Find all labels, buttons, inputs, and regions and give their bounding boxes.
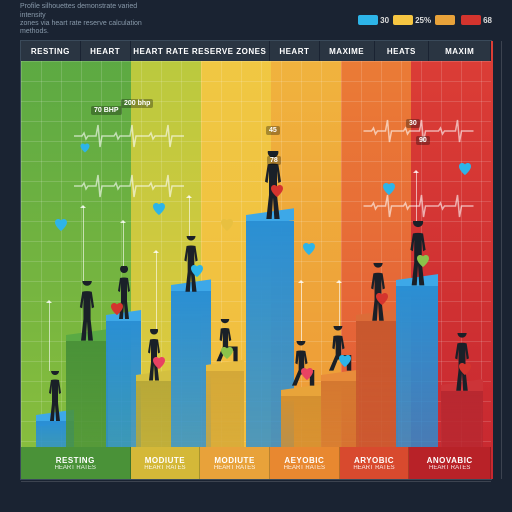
- arrow-up: [83, 206, 84, 281]
- pedestal: [171, 291, 211, 449]
- top-labels-row: RESTINGHEARTHEART RATE RESERVE ZONESHEAR…: [21, 41, 491, 61]
- chart-area: RESTINGHEARTHEART RATE RESERVE ZONESHEAR…: [20, 40, 492, 480]
- heart-icon: [381, 181, 397, 197]
- arrow-up: [156, 251, 157, 329]
- legend: 30 25% 68: [358, 15, 492, 25]
- value-label: 90: [416, 136, 430, 145]
- heart-icon: [219, 345, 235, 361]
- legend-swatch: [393, 15, 413, 25]
- value-label: 78: [267, 156, 281, 165]
- top-label: MAXIME: [320, 41, 375, 61]
- value-label: 30: [406, 119, 420, 128]
- legend-label: 25%: [415, 16, 431, 25]
- bottom-label: AEYOBICHEART RATES: [270, 447, 340, 479]
- heart-icon: [151, 201, 167, 217]
- heart-icon: [374, 291, 390, 307]
- header-subtitle: Profile silhouettes demonstrate varied i…: [20, 3, 160, 37]
- arrow-up: [49, 301, 50, 371]
- pedestal: [281, 396, 321, 449]
- person-silhouette: [69, 281, 105, 343]
- heart-icon: [337, 353, 353, 369]
- person-silhouette: [39, 371, 71, 423]
- ecg-wave: [351, 191, 486, 221]
- value-label: 70 BHP: [91, 106, 122, 115]
- pedestal: [321, 381, 359, 449]
- legend-label: 30: [380, 16, 389, 25]
- heart-icon: [79, 141, 91, 153]
- arrow-up: [123, 221, 124, 269]
- heart-icon: [151, 355, 167, 371]
- heart-icon: [189, 263, 205, 279]
- top-label: HEART: [270, 41, 320, 61]
- value-label: 200 bhp: [121, 99, 153, 108]
- legend-swatch: [358, 15, 378, 25]
- pedestal: [136, 381, 171, 449]
- top-label: HEART: [81, 41, 131, 61]
- arrow-up: [339, 281, 340, 329]
- subtitle-line: Profile silhouettes demonstrate varied i…: [20, 3, 160, 20]
- bottom-label: ARYOBICHEART RATES: [340, 447, 410, 479]
- heart-icon: [53, 217, 69, 233]
- pedestal: [356, 321, 398, 449]
- top-label: HEATS: [375, 41, 430, 61]
- bottom-label: MODIUTEHEART RATES: [200, 447, 270, 479]
- top-label: HEART RATE RESERVE ZONES: [131, 41, 270, 61]
- heart-icon: [457, 161, 473, 177]
- ecg-wave: [29, 171, 229, 201]
- pedestal: [66, 341, 108, 449]
- legend-item: 68: [461, 15, 492, 25]
- header: Profile silhouettes demonstrate varied i…: [0, 0, 512, 40]
- legend-item: 25%: [393, 15, 431, 25]
- heart-icon: [219, 217, 235, 233]
- heart-icon: [109, 301, 125, 317]
- bottom-label: RESTINGHEART RATES: [21, 447, 131, 479]
- legend-item: [435, 15, 457, 25]
- heart-icon: [301, 241, 317, 257]
- arrow-up: [416, 171, 417, 226]
- top-label: MAXIM: [429, 41, 491, 61]
- arrow-up: [301, 281, 302, 341]
- bottom-label: MODIUTEHEART RATES: [131, 447, 201, 479]
- pedestal: [396, 286, 438, 449]
- heart-icon: [299, 366, 315, 382]
- heart-icon: [457, 361, 473, 377]
- heart-icon: [415, 253, 431, 269]
- bottom-labels-row: RESTINGHEART RATESMODIUTEHEART RATESMODI…: [21, 447, 491, 479]
- arrow-up: [189, 196, 190, 238]
- value-label: 45: [266, 126, 280, 135]
- legend-label: 68: [483, 16, 492, 25]
- pedestal: [441, 391, 483, 449]
- legend-swatch: [461, 15, 481, 25]
- bottom-label: ANOVABICHEART RATES: [409, 447, 491, 479]
- top-label: RESTING: [21, 41, 81, 61]
- legend-item: 30: [358, 15, 389, 25]
- heart-icon: [269, 183, 285, 199]
- subtitle-line: zones via heart rate reserve calculation…: [20, 20, 160, 37]
- ecg-wave: [29, 121, 229, 151]
- pedestal: [206, 371, 244, 449]
- legend-swatch: [435, 15, 455, 25]
